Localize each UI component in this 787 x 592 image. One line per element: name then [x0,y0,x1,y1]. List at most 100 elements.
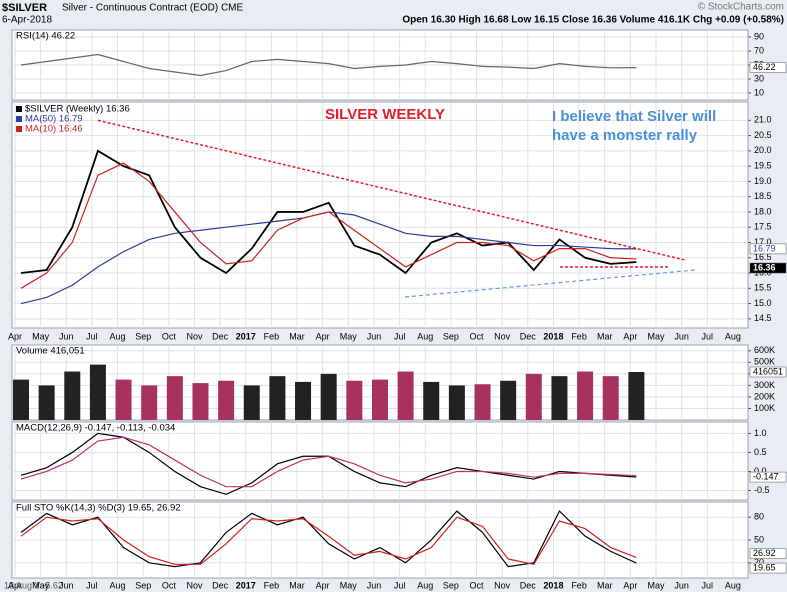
value-box [749,262,787,274]
y-tick-label: 15.5 [754,283,772,293]
x-tick-label: Jul [702,331,714,341]
value-label: 19.65 [753,562,776,572]
x-tick-label: Jul [394,331,406,341]
x-tick-label: Jul [702,580,714,590]
x-tick-label: Sep [135,580,151,590]
legend-entry: MA(50) 16.79 [25,114,83,125]
volume-bar [141,385,158,420]
x-tick-label: Apr [623,331,637,341]
volume-bar [500,380,517,420]
x-tick-label: Mar [289,580,305,590]
y-tick-label: 20.0 [754,145,772,155]
y-tick-label: 70 [754,45,764,55]
value-label: 416051 [753,366,783,376]
y-tick-label: 15.0 [754,298,772,308]
y-tick-label: 100K [754,403,775,413]
value-label: 46.22 [753,62,776,72]
volume-bar [474,384,491,420]
series-line [20,162,637,289]
volume-bar [320,373,337,420]
x-tick-label: Feb [571,580,587,590]
x-tick-label: Oct [162,580,177,590]
y-tick-label: 0.5 [754,447,767,457]
value-box [749,243,787,255]
x-tick-label: Aug [725,580,741,590]
series-line [20,149,637,275]
series-line [20,53,637,77]
x-tick-label: Apr [623,580,637,590]
series-line [20,510,637,568]
x-tick-label: 2018 [543,331,563,341]
panel-title: RSI(14) 46.22 [16,31,75,42]
value-box [749,366,787,378]
x-tick-label: Aug [110,580,126,590]
legend-swatch [16,126,22,132]
x-tick-label: Mar [597,580,613,590]
x-tick-label: Feb [264,580,280,590]
x-tick-label: Jun [59,331,74,341]
volume-bar [448,385,465,420]
annotation: SILVER WEEKLY [325,106,445,123]
y-tick-label: 19.0 [754,176,772,186]
x-tick-label: Jul [86,331,98,341]
panel [11,101,749,329]
x-tick-label: Dec [212,331,229,341]
volume-bar [346,380,363,420]
y-tick-label: 0.0 [754,466,767,476]
volume-bar [628,371,645,420]
y-tick-label: 19.5 [754,161,772,171]
value-label: -0.147 [753,471,779,481]
y-tick-label: 18.0 [754,206,772,216]
panel-title: MACD(12,26,9) -0.147, -0.113, -0.034 [16,423,175,434]
trendline [97,119,686,261]
y-tick-label: 16.5 [754,252,772,262]
volume-bar [551,376,568,420]
y-tick-label: 18.5 [754,191,772,201]
value-box [749,562,787,574]
volume-bar [218,380,235,420]
volume-bar [89,364,106,420]
x-tick-label: Oct [470,580,485,590]
x-tick-label: Apr [316,331,330,341]
value-box [749,62,787,73]
volume-bar [243,385,260,420]
x-tick-label: Mar [289,331,305,341]
y-tick-label: 10 [754,87,764,97]
instrument-name: Silver - Continuous Contract (EOD) CME [62,3,243,14]
x-tick-label: May [340,331,358,341]
x-tick-label: Dec [212,580,229,590]
panel-title: Volume 416,051 [16,346,85,357]
volume-bar [525,373,542,420]
x-tick-label: Aug [417,580,433,590]
y-tick-label: 1.0 [754,428,767,438]
x-tick-label: Dec [520,580,537,590]
x-tick-label: May [340,580,358,590]
volume-bar [192,383,209,420]
y-tick-label: 500K [754,357,775,367]
volume-bar [115,379,132,420]
y-tick-label: 20 [754,557,764,567]
x-tick-label: Apr [316,580,330,590]
volume-bar [423,381,440,420]
x-tick-label: Sep [443,580,459,590]
x-tick-label: Oct [470,331,485,341]
quote: Open 16.30 High 16.68 Low 16.15 Close 16… [402,15,784,26]
y-tick-label: 17.5 [754,222,772,232]
x-tick-label: Sep [135,331,151,341]
volume-bar [64,371,81,420]
x-tick-label: May [32,331,50,341]
y-tick-label: 14.5 [754,313,772,323]
volume-bar [602,376,619,420]
x-tick-label: Nov [494,580,511,590]
value-label: 16.79 [753,243,776,253]
volume-bar [295,381,312,420]
x-tick-label: Feb [571,331,587,341]
x-tick-label: Aug [725,331,741,341]
x-tick-label: Oct [162,331,177,341]
panel-title: Full STO %K(14,3) %D(3) 19.65, 26.92 [16,503,181,514]
credit: © StockCharts.com [698,2,784,13]
volume-bar [397,371,414,420]
x-tick-label: Feb [264,331,280,341]
legend-swatch [16,116,22,122]
annotation: I believe that Silver will [552,108,716,125]
